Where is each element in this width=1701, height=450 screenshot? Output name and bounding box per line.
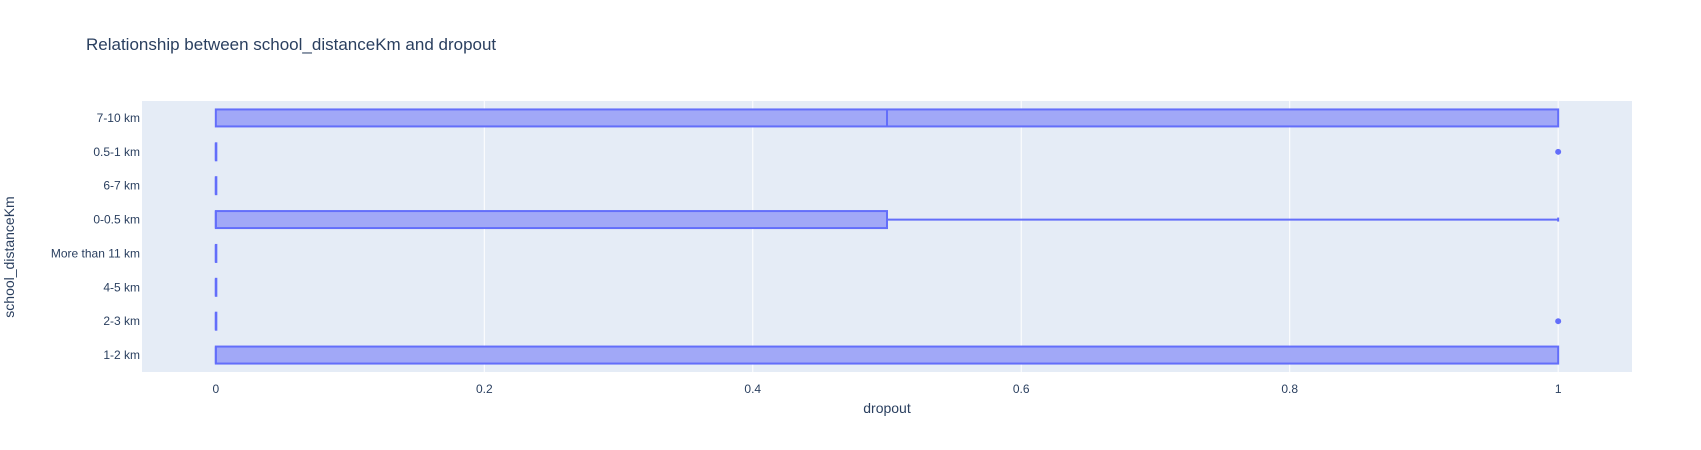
y-tick-label: 0-0.5 km [93,213,140,227]
y-tick-label: 4-5 km [103,280,140,294]
box-0-5-1-km [214,142,1562,162]
chart-title: Relationship between school_distanceKm a… [86,35,496,54]
box-series [214,108,1562,365]
x-tick-label: 0.4 [744,382,761,396]
x-gridlines [483,101,1559,372]
outlier-point [1555,148,1562,155]
x-tick-label: 1 [1555,382,1562,396]
y-tick-label: More than 11 km [51,246,140,260]
box-1-2-km [214,345,1560,365]
box-more-than-11-km [214,243,218,263]
x-tick-label: 0.2 [476,382,493,396]
x-tick-label: 0 [212,382,219,396]
y-tick-labels: 1-2 km 2-3 km 4-5 km More than 11 km 0-0.5 k… [51,111,140,362]
y-axis-title: school_distanceKm [1,196,17,317]
y-tick-label: 7-10 km [97,111,140,125]
box-iqr [214,345,1560,365]
x-axis-title: dropout [863,400,911,416]
x-tick-label: 0.8 [1281,382,1298,396]
box-0-0-5-km [214,210,1560,230]
x-tick-labels: 0 0.2 0.4 0.6 0.8 1 [212,382,1561,396]
y-tick-label: 0.5-1 km [93,145,140,159]
y-tick-label: 6-7 km [103,179,140,193]
x-tick-label: 0.6 [1013,382,1030,396]
box-2-3-km [214,311,1562,331]
box-4-5-km [214,277,218,297]
box-iqr [214,210,888,230]
box-6-7-km [214,176,218,196]
plot-area [142,101,1632,372]
outlier-point [1555,318,1562,325]
y-tick-label: 1-2 km [103,348,140,362]
y-tick-label: 2-3 km [103,314,140,328]
box-7-10-km [214,108,1560,128]
